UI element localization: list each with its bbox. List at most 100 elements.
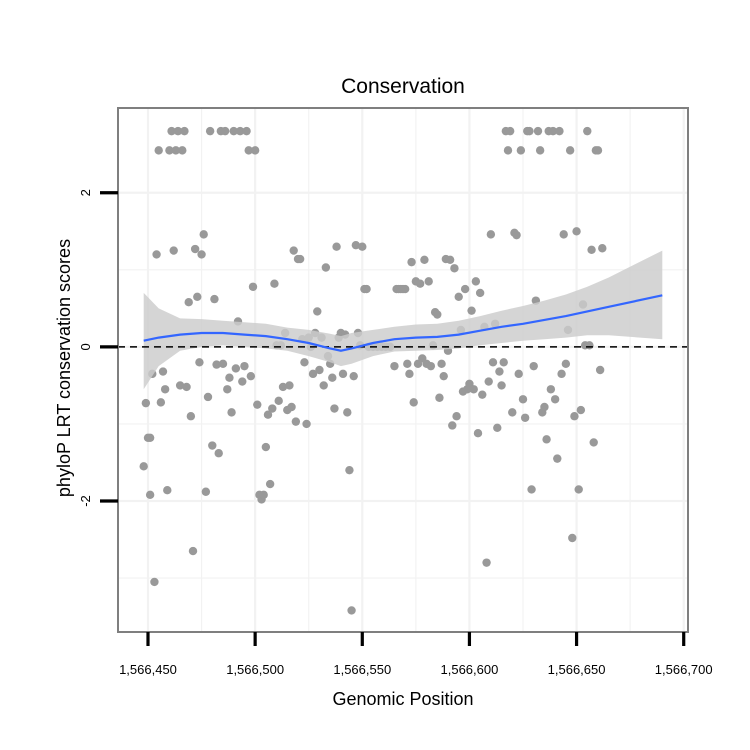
- data-point: [250, 146, 260, 155]
- data-point: [349, 371, 358, 381]
- data-point: [261, 442, 271, 452]
- data-point: [493, 423, 502, 432]
- data-point: [163, 486, 172, 495]
- data-point: [184, 297, 193, 307]
- data-point: [525, 126, 534, 136]
- data-point: [598, 244, 607, 253]
- data-point: [330, 404, 339, 413]
- data-point: [199, 230, 208, 239]
- data-point: [435, 393, 444, 402]
- data-point: [167, 126, 176, 136]
- data-point: [208, 441, 217, 450]
- data-point: [345, 465, 354, 475]
- data-point: [550, 395, 560, 404]
- data-point: [405, 369, 414, 379]
- data-point: [409, 398, 418, 407]
- data-point: [231, 364, 241, 373]
- data-point: [214, 449, 223, 458]
- data-point: [520, 413, 530, 422]
- data-point: [439, 371, 448, 381]
- data-point: [287, 402, 296, 412]
- data-point: [295, 254, 305, 264]
- data-point: [193, 292, 202, 301]
- data-point: [201, 487, 211, 496]
- smooth-fit-line: [143, 294, 663, 352]
- data-point: [289, 246, 298, 255]
- data-point: [205, 126, 215, 136]
- data-point: [246, 371, 256, 381]
- data-point: [238, 377, 247, 386]
- data-point: [407, 257, 416, 267]
- data-point: [482, 558, 491, 567]
- data-point: [452, 412, 461, 421]
- data-point: [527, 485, 536, 494]
- x-axis-label: Genomic Position: [332, 689, 473, 709]
- data-point: [420, 255, 429, 265]
- data-point: [478, 390, 487, 399]
- data-point: [285, 381, 294, 390]
- data-point: [195, 358, 204, 367]
- data-point: [229, 126, 238, 136]
- data-point: [514, 369, 523, 379]
- data-point: [495, 367, 504, 376]
- data-point: [265, 479, 275, 489]
- data-point: [178, 146, 187, 155]
- data-point: [145, 433, 155, 443]
- data-point: [488, 358, 498, 367]
- data-point: [332, 242, 341, 251]
- data-point: [347, 606, 356, 615]
- x-tick-label: 1,566,600: [441, 662, 499, 677]
- data-point: [450, 264, 459, 273]
- data-point: [188, 546, 198, 556]
- x-axis: 1,566,450 1,566,500 1,566,550 1,566,600 1,56…: [119, 632, 713, 677]
- data-point: [175, 381, 185, 390]
- data-point: [469, 385, 478, 394]
- data-point: [328, 373, 337, 382]
- data-point: [540, 402, 549, 412]
- data-point: [160, 385, 170, 394]
- data-point: [223, 385, 232, 394]
- data-point: [568, 533, 577, 543]
- data-point: [467, 306, 476, 315]
- data-point: [576, 405, 586, 415]
- data-point: [508, 408, 517, 417]
- chart-title: Conservation: [341, 75, 465, 98]
- data-point: [235, 126, 245, 136]
- data-point: [529, 361, 538, 371]
- data-point: [152, 250, 161, 259]
- data-point: [362, 284, 371, 294]
- data-point: [203, 392, 213, 402]
- data-point: [268, 404, 277, 413]
- data-point: [589, 438, 598, 447]
- data-point: [548, 126, 558, 136]
- data-point: [424, 277, 433, 286]
- data-point: [240, 361, 249, 371]
- data-point: [158, 367, 168, 376]
- data-point: [460, 284, 470, 294]
- data-point: [225, 373, 234, 382]
- data-point: [565, 146, 575, 155]
- panel-border: [117, 107, 689, 633]
- data-point: [497, 381, 506, 390]
- data-point: [557, 369, 566, 379]
- data-point: [572, 227, 581, 236]
- data-point: [595, 365, 605, 375]
- data-point: [313, 307, 322, 316]
- data-point: [244, 146, 253, 155]
- data-point: [570, 412, 579, 421]
- plot-panel: [117, 107, 689, 633]
- data-point: [471, 277, 481, 286]
- data-point: [593, 146, 603, 155]
- data-point: [343, 408, 352, 417]
- x-tick-label: 1,566,700: [655, 662, 713, 677]
- data-point: [503, 146, 513, 155]
- y-tick-label: 2: [78, 189, 93, 196]
- data-point: [171, 146, 181, 155]
- data-point: [390, 361, 399, 371]
- data-point: [259, 490, 268, 500]
- data-point: [141, 398, 151, 408]
- y-tick-label: 0: [78, 343, 93, 350]
- data-point: [415, 279, 425, 288]
- data-point: [561, 359, 571, 369]
